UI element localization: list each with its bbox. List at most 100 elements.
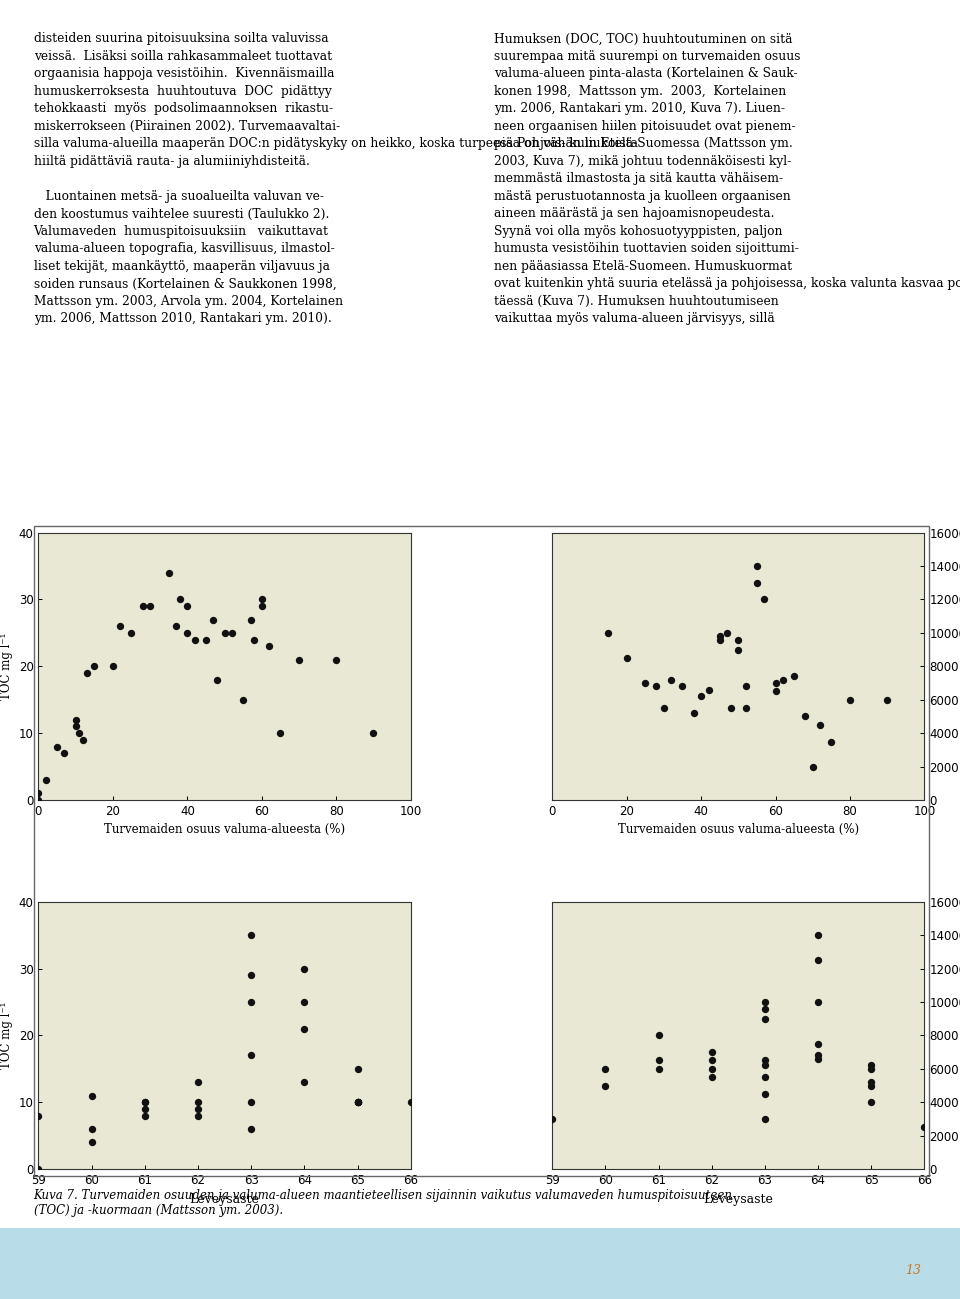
- Point: [106, 656, 121, 677]
- Point: [600, 622, 615, 643]
- Point: [137, 1105, 153, 1126]
- Point: [686, 703, 702, 724]
- Point: [76, 730, 91, 751]
- Point: [297, 1018, 312, 1039]
- Point: [598, 1076, 613, 1096]
- Point: [651, 1059, 666, 1079]
- Point: [757, 998, 773, 1018]
- Point: [244, 1092, 259, 1113]
- Point: [244, 991, 259, 1012]
- Point: [757, 1108, 773, 1129]
- Point: [225, 622, 240, 643]
- Point: [349, 1092, 365, 1113]
- Y-axis label: TOC mg l⁻¹: TOC mg l⁻¹: [0, 633, 13, 700]
- Point: [161, 562, 177, 583]
- Point: [810, 1048, 826, 1069]
- Point: [704, 1050, 719, 1070]
- Point: [349, 1092, 365, 1113]
- Point: [757, 991, 773, 1012]
- Point: [84, 1131, 99, 1152]
- Point: [731, 629, 746, 650]
- Point: [31, 1159, 46, 1179]
- Text: 13: 13: [905, 1264, 922, 1277]
- Point: [137, 1099, 153, 1120]
- Point: [757, 1066, 773, 1087]
- Point: [663, 669, 679, 690]
- Point: [824, 731, 839, 752]
- Point: [135, 596, 151, 617]
- Point: [810, 1033, 826, 1053]
- Point: [812, 714, 828, 735]
- Point: [124, 622, 139, 643]
- Point: [190, 1092, 205, 1113]
- Point: [190, 1099, 205, 1120]
- Point: [349, 1092, 365, 1113]
- Point: [243, 609, 258, 630]
- Point: [142, 596, 157, 617]
- Point: [254, 588, 270, 609]
- Point: [757, 1083, 773, 1104]
- Point: [247, 629, 262, 650]
- X-axis label: Turvemaiden osuus valuma-alueesta (%): Turvemaiden osuus valuma-alueesta (%): [104, 824, 345, 837]
- X-axis label: Leveysaste: Leveysaste: [704, 1192, 773, 1205]
- Point: [864, 1059, 879, 1079]
- Point: [731, 639, 746, 660]
- Point: [842, 690, 857, 711]
- Point: [757, 1008, 773, 1029]
- Point: [403, 1092, 419, 1113]
- Point: [244, 925, 259, 946]
- Point: [619, 648, 635, 669]
- Point: [917, 1117, 932, 1138]
- Point: [137, 1092, 153, 1113]
- X-axis label: Leveysaste: Leveysaste: [190, 1192, 259, 1205]
- Point: [786, 666, 802, 687]
- Point: [810, 925, 826, 946]
- Point: [649, 675, 664, 696]
- Point: [172, 588, 187, 609]
- Text: Kuva 7. Turvemaiden osuuden ja valuma-alueen maantieteellisen sijainnin vaikutus: Kuva 7. Turvemaiden osuuden ja valuma-al…: [34, 1189, 732, 1217]
- Point: [798, 707, 813, 727]
- Point: [68, 709, 84, 730]
- Point: [675, 675, 690, 696]
- Point: [137, 1092, 153, 1113]
- Point: [199, 629, 214, 650]
- Point: [704, 1066, 719, 1087]
- Point: [261, 637, 276, 657]
- Point: [244, 965, 259, 986]
- Point: [738, 698, 754, 718]
- Point: [349, 1059, 365, 1079]
- Point: [810, 991, 826, 1012]
- Point: [168, 616, 183, 637]
- Point: [723, 698, 738, 718]
- Point: [235, 690, 251, 711]
- Point: [704, 1059, 719, 1079]
- Point: [768, 681, 783, 701]
- Point: [205, 609, 221, 630]
- Point: [86, 656, 102, 677]
- Point: [879, 690, 895, 711]
- Point: [180, 622, 195, 643]
- Point: [84, 1085, 99, 1105]
- Point: [651, 1050, 666, 1070]
- Point: [805, 756, 821, 777]
- Point: [328, 650, 344, 670]
- Point: [38, 769, 54, 790]
- Point: [598, 1059, 613, 1079]
- Point: [776, 669, 791, 690]
- Point: [864, 1072, 879, 1092]
- Point: [57, 743, 72, 764]
- Point: [657, 698, 672, 718]
- Point: [749, 573, 764, 594]
- Point: [297, 1072, 312, 1092]
- Point: [712, 626, 728, 647]
- Point: [864, 1092, 879, 1113]
- Point: [217, 622, 232, 643]
- Point: [719, 622, 734, 643]
- Point: [544, 1108, 560, 1129]
- Point: [738, 675, 754, 696]
- Point: [768, 673, 783, 694]
- Point: [190, 1105, 205, 1126]
- Point: [297, 991, 312, 1012]
- Point: [244, 1046, 259, 1066]
- Point: [190, 1072, 205, 1092]
